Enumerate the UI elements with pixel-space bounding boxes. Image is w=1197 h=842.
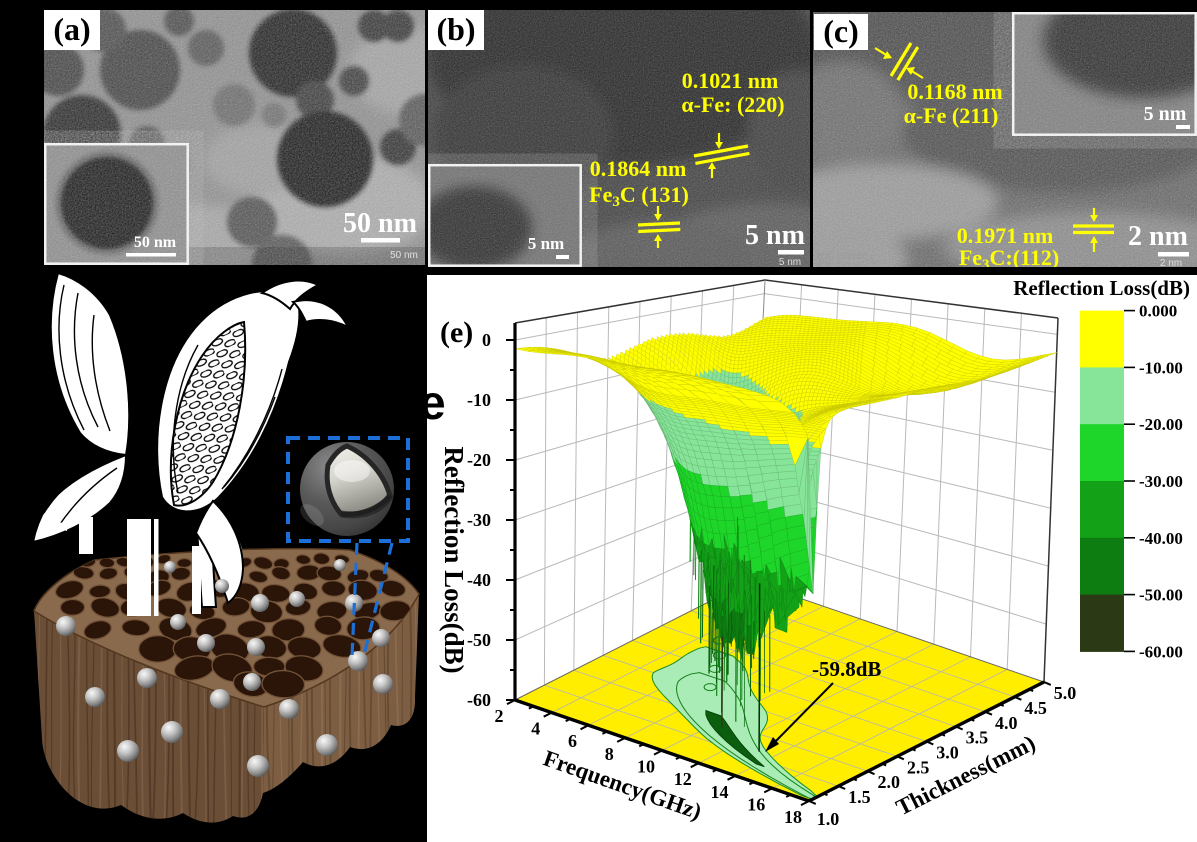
svg-text:3.5: 3.5 [966,728,989,748]
svg-text:-50.00: -50.00 [1139,586,1183,605]
svg-text:12: 12 [674,769,692,789]
svg-text:50 nm: 50 nm [390,250,418,261]
svg-text:0.1021 nm: 0.1021 nm [682,68,779,93]
svg-text:-20.00: -20.00 [1139,415,1183,434]
svg-text:(c): (c) [823,13,859,49]
svg-text:-60.00: -60.00 [1139,642,1183,661]
svg-text:-30: -30 [467,510,491,530]
svg-text:5 nm: 5 nm [745,220,805,251]
svg-text:2.5: 2.5 [907,757,930,777]
svg-text:6: 6 [568,731,577,751]
svg-text:-59.8dB: -59.8dB [812,657,881,681]
svg-text:50 nm: 50 nm [343,208,417,239]
svg-text:-20: -20 [467,450,491,470]
svg-text:50 nm: 50 nm [134,234,177,251]
svg-text:(a): (a) [53,11,90,47]
svg-text:Fe3C:(112): Fe3C:(112) [959,245,1059,267]
svg-text:5 nm: 5 nm [1144,103,1187,125]
svg-text:0.000: 0.000 [1139,302,1177,321]
svg-text:(e): (e) [440,316,473,349]
svg-text:4.5: 4.5 [1024,698,1047,718]
svg-text:(b): (b) [436,11,475,47]
svg-text:5.0: 5.0 [1054,683,1077,703]
svg-text:Reflection Loss(dB): Reflection Loss(dB) [1013,276,1190,300]
svg-text:2 nm: 2 nm [1128,221,1188,252]
svg-text:e: e [424,377,446,430]
svg-text:-30.00: -30.00 [1139,472,1183,491]
svg-text:0.1168 nm: 0.1168 nm [907,79,1002,104]
svg-text:5 nm: 5 nm [779,257,801,267]
svg-text:8: 8 [605,744,614,764]
svg-text:-60: -60 [467,690,491,710]
svg-text:16: 16 [747,794,765,814]
svg-text:-40.00: -40.00 [1139,529,1183,548]
svg-text:0: 0 [482,330,491,350]
svg-text:2 nm: 2 nm [1160,258,1182,267]
svg-text:5 nm: 5 nm [528,234,564,253]
svg-text:0.1971 nm: 0.1971 nm [957,223,1054,248]
svg-text:4: 4 [531,719,540,739]
svg-text:Fe3C (131): Fe3C (131) [589,182,689,210]
svg-text:-40: -40 [467,570,491,590]
svg-text:14: 14 [711,782,729,802]
svg-text:2.0: 2.0 [878,772,901,792]
svg-text:4.0: 4.0 [995,713,1018,733]
svg-text:Reflection Loss(dB): Reflection Loss(dB) [439,446,469,673]
svg-text:10: 10 [637,757,655,777]
svg-text:-50: -50 [467,630,491,650]
svg-text:α-Fe (211): α-Fe (211) [904,103,999,128]
svg-text:18: 18 [784,807,802,827]
svg-text:3.0: 3.0 [936,743,959,763]
svg-text:0.1864 nm: 0.1864 nm [590,156,687,181]
svg-text:-10: -10 [467,390,491,410]
svg-text:1.5: 1.5 [848,787,871,807]
svg-text:1.0: 1.0 [817,809,840,829]
svg-text:α-Fe: (220): α-Fe: (220) [681,92,784,117]
svg-text:2: 2 [495,706,504,726]
svg-text:放大: 1500000 x: 放大: 1500000 x [816,251,874,261]
svg-text:-10.00: -10.00 [1139,358,1183,377]
svg-text:电压: 200 kV: 电压: 200 kV [816,260,862,267]
